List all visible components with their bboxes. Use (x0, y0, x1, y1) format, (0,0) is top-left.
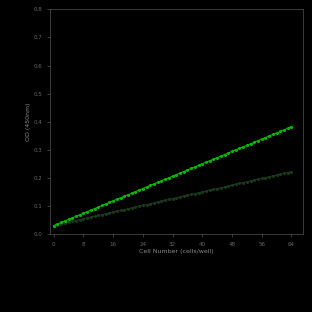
Line: Non-stimulated Control: Non-stimulated Control (53, 126, 292, 227)
Stimulated Cells (152, 201, 156, 205)
Non-stimulated Control (52, 224, 56, 227)
Stimulated Cells (290, 170, 293, 173)
Non-stimulated Control (290, 125, 293, 129)
X-axis label: Cell Number (cells/well): Cell Number (cells/well) (139, 249, 214, 254)
Stimulated Cells (282, 172, 286, 175)
Stimulated Cells (108, 211, 111, 215)
Stimulated Cells (122, 208, 126, 212)
Stimulated Cells (174, 196, 178, 200)
Stimulated Cells (256, 177, 260, 181)
Non-stimulated Control (152, 182, 156, 186)
Line: Stimulated Cells: Stimulated Cells (53, 171, 292, 227)
Stimulated Cells (52, 224, 56, 227)
Non-stimulated Control (282, 128, 286, 132)
Non-stimulated Control (256, 139, 260, 143)
Non-stimulated Control (174, 173, 178, 177)
Non-stimulated Control (108, 201, 111, 204)
Non-stimulated Control (122, 194, 126, 198)
Y-axis label: OD (450nm): OD (450nm) (26, 102, 31, 141)
